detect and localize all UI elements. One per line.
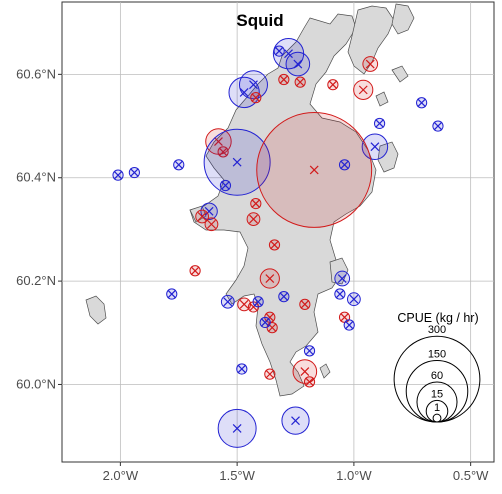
cpue-legend: CPUE (kg / hr) 300 150 60 15 1 [393,311,481,423]
cpue-point-blue [200,202,218,221]
cpue-point-blue [334,270,351,287]
unst-island [391,3,415,35]
cpue-point-blue [173,159,185,171]
east-islet [375,91,389,107]
cpue-point-blue [128,166,140,179]
cpue-point-red [195,209,209,224]
y-tick-label: 60.2°N [16,273,56,288]
chart-title: Squid [236,11,283,30]
cpue-point-blue [252,296,264,308]
legend-title: CPUE (kg / hr) [397,311,478,325]
cpue-point-red [278,73,290,86]
cpue-point-blue [285,51,311,77]
legend-size-label: 1 [434,402,440,414]
cpue-point-blue [166,288,178,300]
cpue-point-blue [112,169,124,181]
cpue-point-blue [219,179,232,192]
y-tick-label: 60.6°N [16,66,56,81]
north-islet [391,65,409,83]
y-tick-label: 60.0°N [16,376,56,391]
foula-island [85,295,107,325]
cpue-point-red [256,112,373,228]
cpue-point-blue [220,294,235,309]
legend-size-label: 15 [431,388,443,400]
cpue-point-red [268,239,281,251]
cpue-point-blue [259,316,271,329]
cpue-point-blue [432,120,444,132]
cpue-point-blue [303,345,316,357]
cpue-point-blue [281,406,310,435]
cpue-point-red [303,376,316,388]
x-tick-label: 2.0°W [103,468,139,483]
cpue-point-red [353,79,374,100]
cpue-point-red [250,197,262,210]
cpue-point-red [259,268,280,289]
x-tick-label: 1.5°W [219,468,255,483]
shetland-landmass [85,3,415,397]
legend-size-label: 60 [431,370,443,382]
cpue-point-blue [334,288,346,300]
cpue-point-red [294,76,306,88]
cpue-point-blue [416,97,428,109]
cpue-point-red [362,56,379,72]
whalsay-island [377,141,399,173]
cpue-point-blue [343,319,355,331]
mainland-island [189,13,377,397]
x-tick-label: 1.0°W [336,468,372,483]
cpue-point-red [264,368,276,380]
y-tick-label: 60.4°N [16,170,56,185]
axes: 2.0°W 1.5°W 1.0°W 0.5°W 60.0°N 60.2°N 60.4°N 60… [16,66,489,483]
cpue-point-blue [278,291,290,303]
cpue-point-red [299,298,311,310]
cpue-point-blue [236,363,248,375]
legend-size-1: 1 [432,402,442,423]
cpue-point-red [237,297,252,312]
legend-size-label: 150 [428,348,446,360]
x-tick-label: 0.5°W [453,468,489,483]
cpue-point-blue [347,292,361,307]
cpue-point-red [246,212,261,226]
cpue-point-blue [338,159,351,171]
cpue-point-blue [273,45,285,57]
cpue-point-red [217,146,229,158]
cpue-point-blue [217,408,257,448]
cpue-points [112,38,444,448]
cpue-point-blue [373,117,386,130]
cpue-point-blue [203,128,271,196]
cpue-point-blue [361,133,389,160]
cpue-point-red [189,265,201,277]
cpue-point-red [327,79,339,91]
south-islet [319,363,331,379]
yell-island [347,5,395,75]
legend-size-label: 300 [428,324,446,336]
cpue-point-red [204,217,219,232]
cpue-point-red [250,92,262,104]
